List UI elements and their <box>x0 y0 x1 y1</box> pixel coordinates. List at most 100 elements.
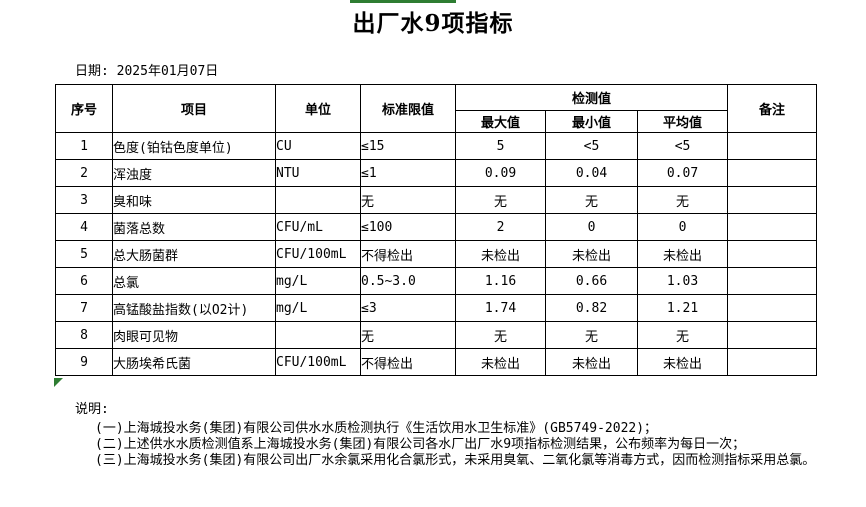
cell-limit: 不得检出 <box>360 348 456 376</box>
cell-limit: ≤15 <box>360 132 456 160</box>
cell-unit: CFU/mL <box>275 213 361 241</box>
cell-avg: <5 <box>636 132 729 160</box>
note-line: (一)上海城投水务(集团)有限公司供水水质检测执行《生活饮用水卫生标准》(GB5… <box>95 421 658 436</box>
cell-min: 0.66 <box>545 267 638 295</box>
cell-limit: ≤3 <box>360 294 456 322</box>
notes-label: 说明: <box>75 402 109 417</box>
cell-item: 总氯 <box>112 267 276 295</box>
cell-no: 2 <box>55 159 113 187</box>
cell-item: 臭和味 <box>112 186 276 214</box>
cell-remark <box>727 267 818 295</box>
table-row: 1 色度(铂钴色度单位) CU ≤15 5 <5 <5 <box>55 132 818 160</box>
cell-limit: 0.5~3.0 <box>360 267 456 295</box>
cell-unit: CU <box>275 132 361 160</box>
cell-unit <box>275 321 361 349</box>
header-no: 序号 <box>55 84 113 133</box>
cell-min: 0.82 <box>545 294 638 322</box>
notes-block: (一)上海城投水务(集团)有限公司供水水质检测执行《生活饮用水卫生标准》(GB5… <box>95 421 815 469</box>
page-title: 出厂水9项指标 <box>352 10 514 37</box>
cell-limit: 无 <box>360 186 456 214</box>
table-row: 6 总氯 mg/L 0.5~3.0 1.16 0.66 1.03 <box>55 267 818 295</box>
cell-avg: 未检出 <box>636 348 729 376</box>
cell-unit: NTU <box>275 159 361 187</box>
cell-remark <box>727 159 818 187</box>
cell-item: 高锰酸盐指数(以O2计) <box>112 294 276 322</box>
table-row: 3 臭和味无无无无 <box>55 186 818 214</box>
cell-max: 0.09 <box>455 159 546 187</box>
cell-remark <box>727 186 818 214</box>
cell-avg: 未检出 <box>636 240 729 268</box>
cell-min: 无 <box>545 186 638 214</box>
cell-unit: CFU/100mL <box>275 348 361 376</box>
cell-min: 未检出 <box>545 348 638 376</box>
cell-max: 未检出 <box>455 240 546 268</box>
cell-avg: 无 <box>636 321 729 349</box>
cell-item: 大肠埃希氏菌 <box>112 348 276 376</box>
cell-avg: 1.21 <box>636 294 729 322</box>
cell-no: 5 <box>55 240 113 268</box>
table-row: 2 浑浊度 NTU ≤1 0.09 0.04 0.07 <box>55 159 818 187</box>
cell-max: 5 <box>455 132 546 160</box>
table-row: 8 肉眼可见物无无无无 <box>55 321 818 349</box>
cell-item: 肉眼可见物 <box>112 321 276 349</box>
cell-item: 总大肠菌群 <box>112 240 276 268</box>
table-row: 5 总大肠菌群 CFU/100mL 不得检出 未检出 未检出 未检出 <box>55 240 818 268</box>
table-row: 9 大肠埃希氏菌 CFU/100mL 不得检出 未检出 未检出 未检出 <box>55 348 818 376</box>
cell-item: 色度(铂钴色度单位) <box>112 132 276 160</box>
cell-remark <box>727 321 818 349</box>
cell-min: 0 <box>545 213 638 241</box>
cell-no: 4 <box>55 213 113 241</box>
cell-limit: 不得检出 <box>360 240 456 268</box>
header-min: 最小值 <box>545 110 638 133</box>
cell-unit: mg/L <box>275 267 361 295</box>
cell-min: 0.04 <box>545 159 638 187</box>
cell-remark <box>727 294 818 322</box>
cell-max: 未检出 <box>455 348 546 376</box>
cell-remark <box>727 240 818 268</box>
cell-remark <box>727 132 818 160</box>
cell-limit: 无 <box>360 321 456 349</box>
cell-avg: 0 <box>636 213 729 241</box>
cell-item: 菌落总数 <box>112 213 276 241</box>
cell-no: 8 <box>55 321 113 349</box>
cell-avg: 1.03 <box>636 267 729 295</box>
table-header: 序号 项目 单位 标准限值 检测值 备注 最大值 最小值 平均值 <box>55 84 818 133</box>
cell-max: 2 <box>455 213 546 241</box>
cell-min: 无 <box>545 321 638 349</box>
cell-max: 无 <box>455 186 546 214</box>
note-line: (二)上述供水水质检测值系上海城投水务(集团)有限公司各水厂出厂水9项指标检测结… <box>95 437 746 452</box>
cell-no: 9 <box>55 348 113 376</box>
table-row: 4 菌落总数 CFU/mL ≤100 2 0 0 <box>55 213 818 241</box>
header-avg: 平均值 <box>636 110 729 133</box>
header-detection: 检测值 <box>454 84 729 111</box>
cell-item: 浑浊度 <box>112 159 276 187</box>
table-corner-flag-icon <box>54 378 63 387</box>
header-limit: 标准限值 <box>360 84 456 133</box>
cell-limit: ≤100 <box>360 213 456 241</box>
cell-remark <box>727 348 818 376</box>
water-quality-table: 序号 项目 单位 标准限值 检测值 备注 最大值 最小值 平均值 1 色度(铂钴色… <box>55 84 818 376</box>
cell-no: 3 <box>55 186 113 214</box>
cell-min: <5 <box>545 132 638 160</box>
header-unit: 单位 <box>275 84 361 133</box>
cell-max: 1.74 <box>455 294 546 322</box>
cell-no: 6 <box>55 267 113 295</box>
cell-unit: mg/L <box>275 294 361 322</box>
cell-avg: 无 <box>636 186 729 214</box>
note-line: (三)上海城投水务(集团)有限公司出厂水余氯采用化合氯形式，未采用臭氧、二氧化氯… <box>95 453 816 468</box>
table-row: 7 高锰酸盐指数(以O2计) mg/L ≤3 1.74 0.82 1.21 <box>55 294 818 322</box>
cell-max: 1.16 <box>455 267 546 295</box>
top-accent-bar <box>350 0 456 3</box>
cell-max: 无 <box>455 321 546 349</box>
table-body: 1 色度(铂钴色度单位) CU ≤15 5 <5 <5 2 浑浊度 NTU ≤1 0.09 0.04 0.… <box>55 132 818 376</box>
cell-min: 未检出 <box>545 240 638 268</box>
cell-remark <box>727 213 818 241</box>
cell-unit <box>275 186 361 214</box>
cell-no: 1 <box>55 132 113 160</box>
cell-avg: 0.07 <box>636 159 729 187</box>
header-max: 最大值 <box>455 110 546 133</box>
header-item: 项目 <box>112 84 276 133</box>
cell-limit: ≤1 <box>360 159 456 187</box>
cell-unit: CFU/100mL <box>275 240 361 268</box>
